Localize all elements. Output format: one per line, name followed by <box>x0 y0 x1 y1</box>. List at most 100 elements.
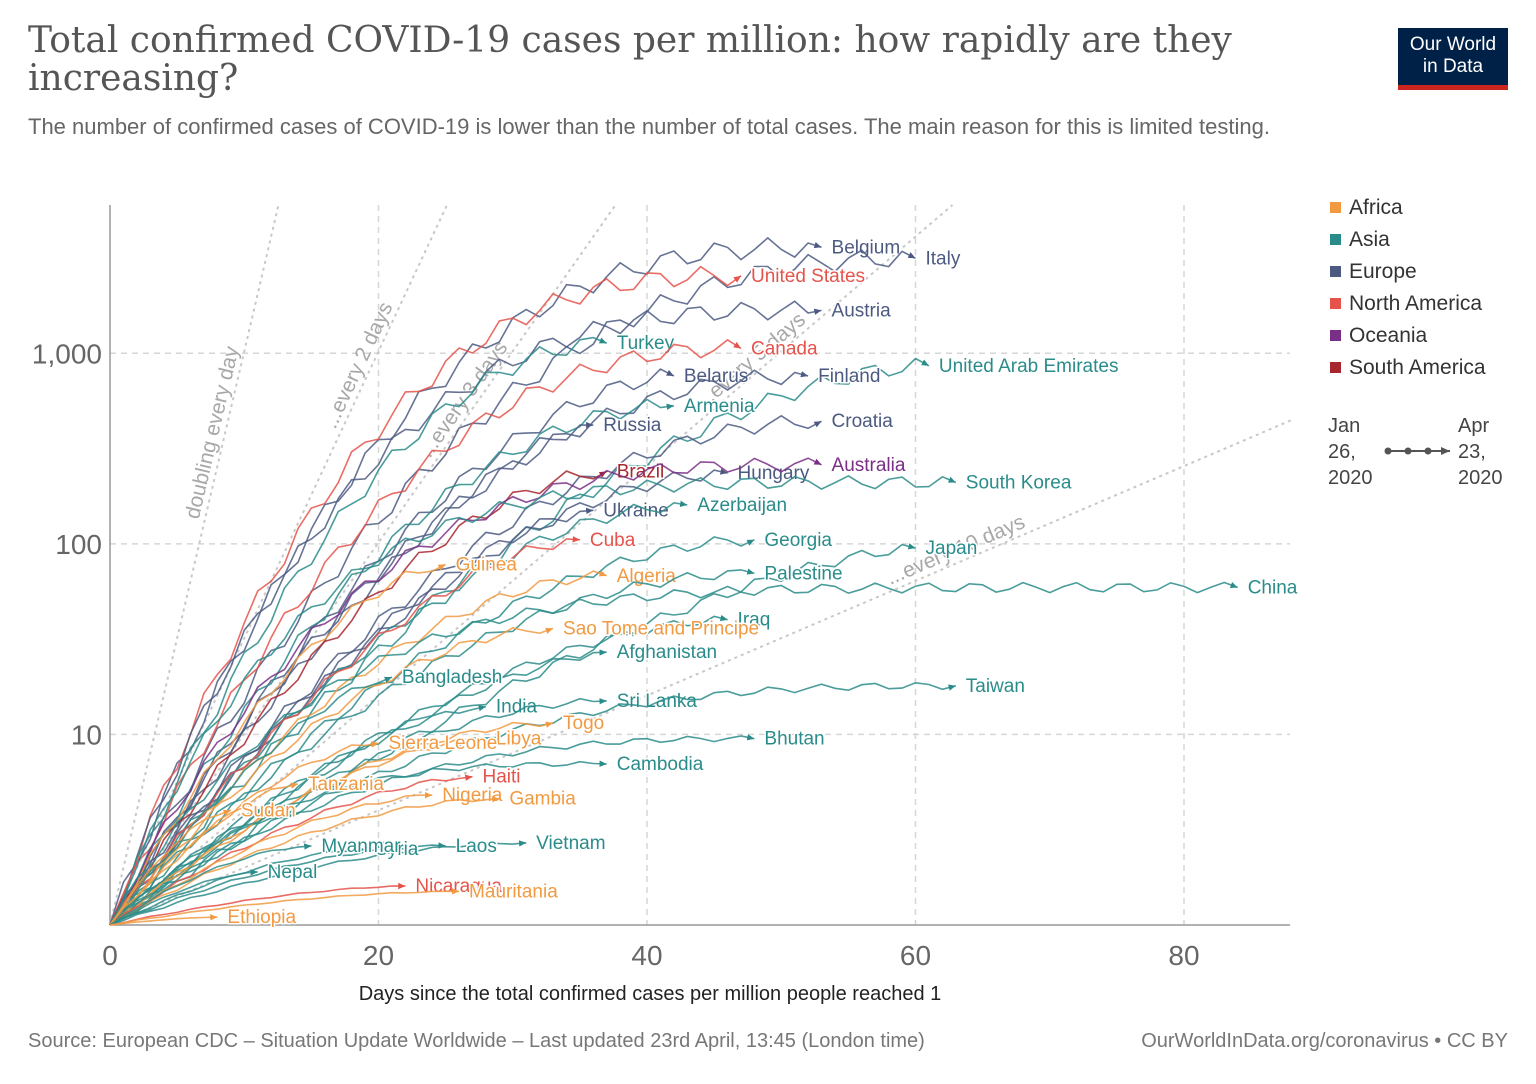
x-axis-label: Days since the total confirmed cases per… <box>359 983 942 1005</box>
source-note: Source: European CDC – Situation Update … <box>28 1030 925 1052</box>
series-label: Russia <box>603 415 662 436</box>
reference-line <box>109 204 280 926</box>
series-line <box>109 760 607 926</box>
series-label: Sao Tome and Principe <box>563 618 759 639</box>
legend-label: South America <box>1349 356 1486 379</box>
time-legend-dot <box>1404 447 1412 455</box>
series-label: Afghanistan <box>617 642 717 663</box>
series-line <box>109 369 809 926</box>
series-label: Guinea <box>456 554 518 575</box>
legend: Africa Asia Europe North America Oceania Sout… <box>1330 196 1486 379</box>
y-tick-label: 100 <box>55 529 102 560</box>
time-legend-end: 2020 <box>1458 467 1503 489</box>
series-label: Hungary <box>738 463 810 484</box>
series-label: Georgia <box>764 530 832 551</box>
series-line <box>109 368 675 926</box>
series-label: Ethiopia <box>227 907 296 928</box>
legend-swatch <box>1330 298 1341 309</box>
series-label: China <box>1248 578 1298 599</box>
series-line <box>109 796 500 926</box>
series-label: Italy <box>926 248 961 269</box>
legend-label: Africa <box>1349 196 1403 219</box>
series-group: Belgium Italy United States Austria Turkey Ca… <box>109 236 1299 930</box>
time-legend-dot <box>1384 447 1392 455</box>
series-line <box>109 300 822 926</box>
series-line <box>109 842 446 926</box>
series-line <box>109 888 460 926</box>
owid-logo[interactable]: Our World in Data <box>1398 28 1508 90</box>
logo-line-2: in Data <box>1422 56 1484 77</box>
series-label: Gambia <box>509 789 576 810</box>
series-label: Syria <box>375 839 419 860</box>
series-label: Nicaragua <box>415 876 502 897</box>
series-label: Nepal <box>268 862 318 883</box>
time-legend-start: 26, <box>1328 441 1356 463</box>
series-label: Laos <box>456 836 497 857</box>
legend-label: North America <box>1349 292 1482 315</box>
series-label: Bhutan <box>764 729 824 750</box>
reference-line-label: doubling every day <box>181 344 244 521</box>
series-line <box>109 676 393 926</box>
series-line <box>109 809 232 926</box>
series-label: Belarus <box>684 366 748 387</box>
series-line <box>109 914 218 926</box>
series-label: Libya <box>496 729 542 750</box>
series-line <box>109 627 554 926</box>
reference-line <box>109 204 954 926</box>
series-label: Haiti <box>482 767 520 788</box>
y-tick-label: 1,000 <box>32 338 102 369</box>
series-line <box>109 338 742 926</box>
series-label: Algeria <box>617 566 677 587</box>
series-label: Austria <box>832 300 892 321</box>
series-label: Japan <box>926 538 978 559</box>
series-line <box>109 840 527 926</box>
series-line <box>109 792 433 926</box>
series-label: United Arab Emirates <box>939 356 1119 377</box>
legend-swatch <box>1330 266 1341 277</box>
series-line <box>109 536 755 926</box>
logo-line-1: Our World <box>1409 34 1497 55</box>
series-label: Belgium <box>832 237 901 258</box>
series-label: South Korea <box>966 472 1072 493</box>
series-label: Cuba <box>590 530 636 551</box>
license-link[interactable]: OurWorldInData.org/coronavirus • CC BY <box>1141 1030 1508 1052</box>
series-line <box>109 470 608 926</box>
series-line <box>109 249 916 926</box>
series-line <box>109 414 822 926</box>
series-label: Croatia <box>832 411 894 432</box>
x-tick-label: 80 <box>1168 940 1199 971</box>
series-line <box>109 536 580 926</box>
series-line <box>109 736 487 926</box>
series-line <box>109 581 1238 926</box>
series-label: India <box>496 697 538 718</box>
series-label: Canada <box>751 338 818 359</box>
legend-swatch <box>1330 202 1341 213</box>
series-label: Myanmar <box>321 836 401 857</box>
series-label: Australia <box>832 455 906 476</box>
legend-label: Europe <box>1349 260 1417 283</box>
series-line <box>109 468 728 926</box>
series-line <box>109 563 446 926</box>
series-line <box>109 336 608 926</box>
time-legend-end: Apr <box>1458 415 1489 437</box>
y-tick-label: 10 <box>71 719 102 750</box>
series-label: Finland <box>818 366 880 387</box>
series-label: Iraq <box>738 610 771 631</box>
time-legend-start: 2020 <box>1328 467 1373 489</box>
series-label: Vietnam <box>536 833 605 854</box>
series-line <box>109 882 406 926</box>
series-line <box>109 265 742 926</box>
legend-swatch <box>1330 362 1341 373</box>
series-line <box>109 774 473 926</box>
series-line <box>109 474 957 926</box>
series-label: Turkey <box>617 333 675 354</box>
x-tick-label: 60 <box>900 940 931 971</box>
series-line <box>109 398 674 926</box>
reference-line-label: ...every 2 days <box>319 299 398 432</box>
x-tick-label: 0 <box>102 940 118 971</box>
x-tick-label: 20 <box>363 940 394 971</box>
series-line <box>109 843 312 926</box>
series-label: Azerbaijan <box>697 495 787 516</box>
legend-label: Asia <box>1349 228 1390 251</box>
